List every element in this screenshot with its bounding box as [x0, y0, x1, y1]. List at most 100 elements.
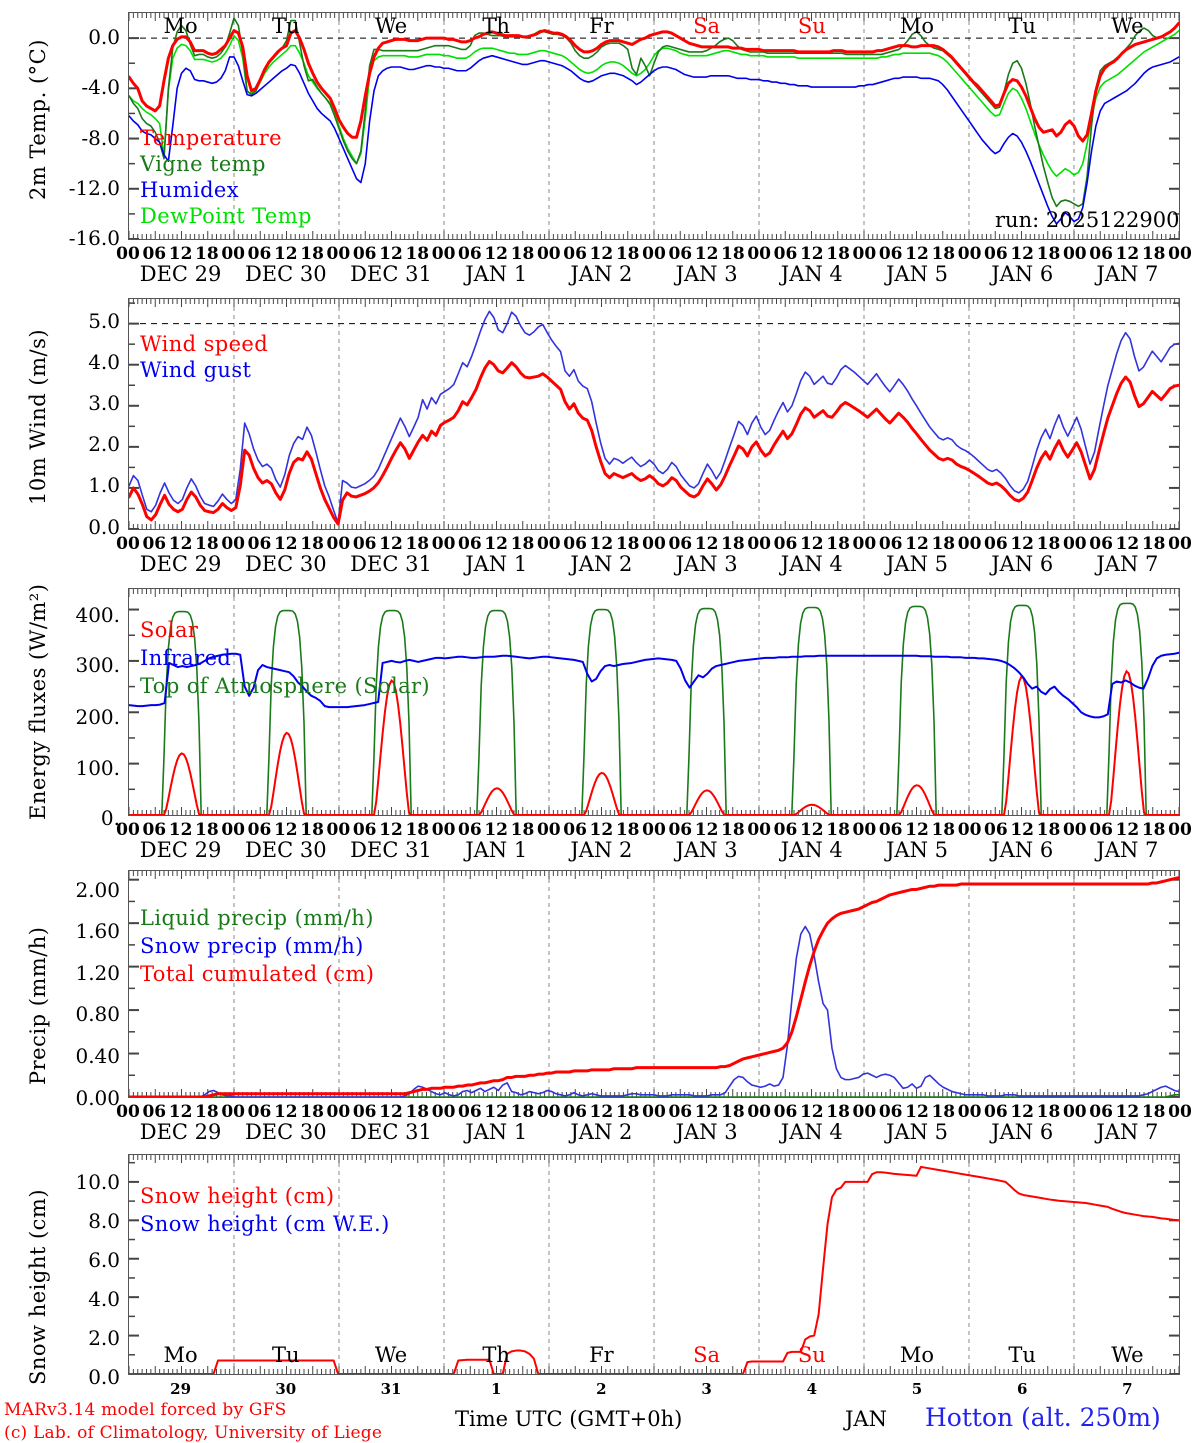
- day-of-week-label: Th: [482, 1343, 510, 1367]
- hour-tick-label: 06: [563, 1102, 587, 1122]
- energy-chart: [129, 589, 1179, 815]
- hour-tick-label: 12: [1115, 534, 1140, 554]
- day-label: JAN 1: [465, 838, 528, 862]
- day-of-week-label: We: [374, 1343, 408, 1367]
- ytick-wind-5: 0.0: [88, 515, 120, 539]
- hour-tick-label: 12: [484, 534, 509, 554]
- ytick-energy-0: 400.: [75, 603, 120, 627]
- time-axis-title: Time UTC (GMT+0h): [455, 1407, 683, 1431]
- hour-tick-label: 18: [510, 244, 535, 264]
- hour-tick-label: 12: [484, 1102, 509, 1122]
- day-of-week-label: Tu: [272, 1343, 300, 1367]
- hour-tick-label: 18: [195, 1102, 219, 1122]
- hour-tick-label: 00: [326, 244, 351, 264]
- hour-tick-label: 18: [1141, 534, 1166, 554]
- hour-tick-label: 06: [563, 244, 587, 264]
- hour-tick-label: 18: [1141, 820, 1166, 840]
- hour-tick-label: 06: [458, 1102, 482, 1122]
- hour-tick-label: 12: [273, 1102, 298, 1122]
- hour-tick-label: 18: [510, 1102, 535, 1122]
- hour-tick-label: 12: [799, 534, 824, 554]
- ytick-wind-1: 4.0: [88, 350, 120, 374]
- day-label: JAN 2: [570, 262, 633, 286]
- hour-tick-label: 00: [747, 534, 772, 554]
- hour-tick-label: 12: [1010, 1102, 1035, 1122]
- hour-tick-label: 06: [878, 534, 903, 554]
- day-labels-energy: DEC 29 DEC 30 DEC 31 JAN 1 JAN 2 JAN 3 JAN 4 JA…: [0, 838, 1194, 864]
- hour-tick-label: 12: [589, 534, 614, 554]
- hour-tick-label: 18: [931, 1102, 956, 1122]
- hour-tick-label: 00: [116, 1102, 140, 1122]
- series-snow-precip: [129, 925, 1179, 1097]
- wind-chart: [129, 299, 1179, 529]
- panel-temperature: 2m Temp. (°C) 0.0 -4.0 -8.0 -12.0 -16.0 …: [0, 0, 1194, 290]
- hour-tick-label: 06: [668, 534, 693, 554]
- hour-tick-label: 00: [957, 244, 982, 264]
- ytick-energy-1: 300.: [75, 653, 120, 677]
- ytick-precip-3: 0.80: [75, 1002, 120, 1026]
- ytick-energy-4: 0.: [100, 806, 120, 830]
- hour-tick-label: 12: [273, 820, 298, 840]
- plot-area-snow: [128, 1154, 1180, 1375]
- day-number-tick: 2: [596, 1380, 607, 1398]
- hour-tick-label: 06: [563, 820, 587, 840]
- day-label: JAN 1: [465, 262, 528, 286]
- hour-tick-label: 00: [536, 1102, 561, 1122]
- hour-tick-label: 12: [1115, 820, 1140, 840]
- hour-tick-label: 18: [1141, 1102, 1166, 1122]
- day-of-week-label: Mo: [899, 14, 935, 38]
- precip-chart: [129, 871, 1179, 1097]
- hour-tick-label: 12: [589, 244, 614, 264]
- day-label: JAN 5: [886, 838, 948, 862]
- day-label: JAN 4: [780, 262, 843, 286]
- ytick-wind-3: 2.0: [88, 432, 120, 456]
- hour-tick-label: 00: [431, 534, 456, 554]
- day-labels-precip: DEC 29 DEC 30 DEC 31 JAN 1 JAN 2 JAN 3 JAN 4 JA…: [0, 1120, 1194, 1146]
- hour-tick-label: 06: [878, 1102, 903, 1122]
- day-of-week-label: Mo: [163, 14, 198, 38]
- hour-tick-label: 18: [615, 534, 640, 554]
- legend-toa: Top of Atmosphere (Solar): [140, 674, 431, 698]
- hour-tick-label: 18: [300, 820, 324, 840]
- hour-tick-label: 00: [1168, 1102, 1192, 1122]
- hour-tick-label: 12: [168, 820, 193, 840]
- day-label: JAN 2: [570, 1120, 633, 1144]
- day-of-week-label: Tu: [1008, 14, 1036, 38]
- snow-chart: [129, 1155, 1179, 1374]
- hour-tick-label: 12: [1010, 534, 1035, 554]
- hour-tick-label: 18: [1036, 534, 1061, 554]
- dow-labels-snow: Mo Tu We Th Fr Sa Su Mo Tu We: [0, 1343, 1194, 1369]
- hour-tick-label: 18: [405, 534, 430, 554]
- hour-tick-label: 18: [300, 534, 324, 554]
- hour-tick-label: 00: [957, 1102, 982, 1122]
- day-labels-temperature: DEC 29 DEC 30 DEC 31 JAN 1 JAN 2 JAN 3 JAN 4 JA…: [0, 262, 1194, 288]
- hour-tick-label: 00: [1168, 820, 1192, 840]
- plot-area-energy: [128, 588, 1180, 816]
- series-snow-height: [129, 1165, 1179, 1374]
- day-label: DEC 31: [350, 838, 432, 862]
- day-of-week-label: We: [1111, 1343, 1144, 1367]
- dow-labels-temperature: Mo Tu We Th Fr Sa Su Mo Tu We: [0, 14, 1194, 40]
- ytick-temp-4: -16.0: [68, 226, 120, 250]
- legend-dewpoint-temp: DewPoint Temp: [140, 204, 312, 228]
- hour-tick-label: 00: [1168, 534, 1192, 554]
- hour-tick-label: 18: [721, 820, 745, 840]
- day-label: JAN 3: [675, 552, 738, 576]
- ytick-wind-4: 1.0: [88, 473, 120, 497]
- hour-tick-label: 18: [300, 244, 324, 264]
- hour-tick-label: 18: [1036, 244, 1061, 264]
- hour-tick-label: 06: [878, 820, 903, 840]
- day-label: JAN 2: [570, 552, 633, 576]
- hour-tick-label: 00: [221, 534, 246, 554]
- legend-vigne-temp: Vigne temp: [140, 152, 266, 176]
- day-label: JAN 2: [570, 838, 633, 862]
- hour-tick-label: 06: [668, 820, 693, 840]
- hour-tick-label: 00: [536, 820, 561, 840]
- hour-tick-label: 12: [694, 534, 719, 554]
- hour-tick-label: 18: [1036, 1102, 1061, 1122]
- hour-tick-label: 18: [826, 534, 850, 554]
- temperature-chart: [129, 13, 1179, 239]
- hour-tick-label: 00: [747, 1102, 772, 1122]
- day-label: DEC 29: [139, 1120, 222, 1144]
- hour-tick-label: 18: [195, 820, 219, 840]
